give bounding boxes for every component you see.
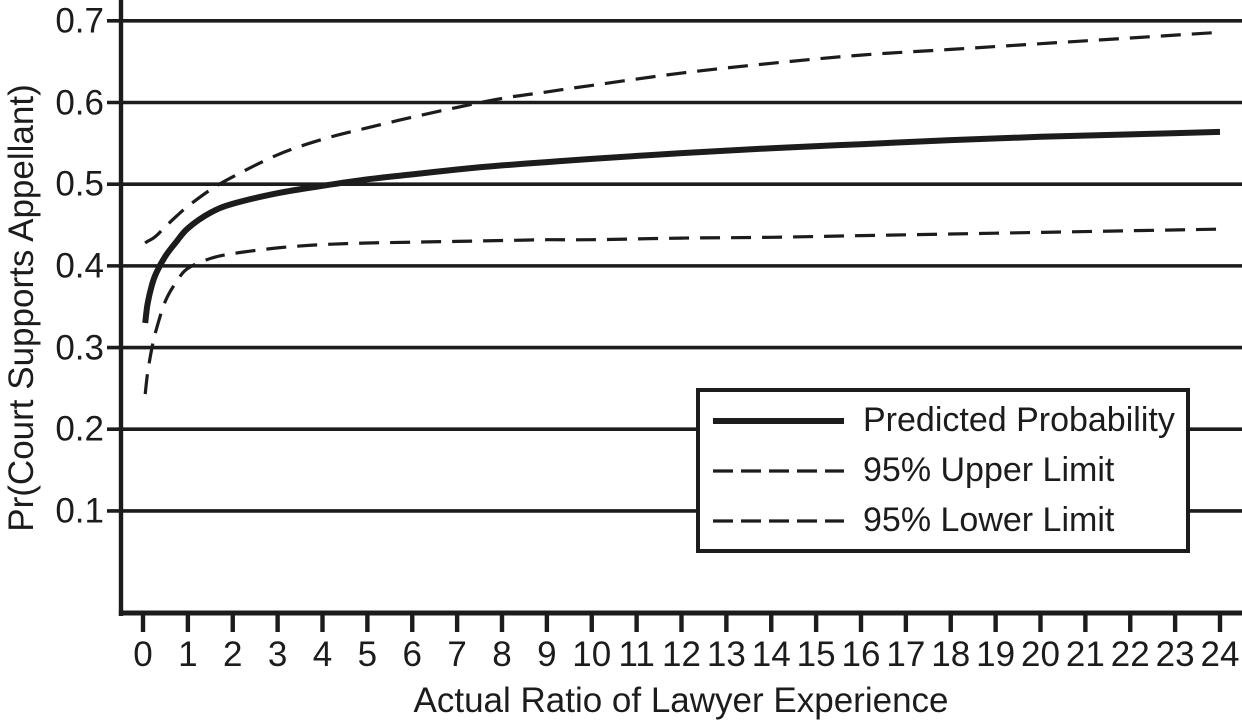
y-tick-label: 0.5 (55, 164, 104, 204)
x-tick-label: 12 (662, 635, 701, 674)
y-tick-label: 0.6 (55, 83, 104, 122)
y-tick-label: 0.3 (55, 328, 104, 368)
legend-label-upper-limit: 95% Upper Limit (863, 451, 1115, 489)
x-tick-label: 0 (133, 635, 153, 674)
legend: Predicted Probability 95% Upper Limit 95… (696, 388, 1190, 553)
x-tick-label: 10 (572, 635, 612, 674)
y-tick-label: 0.2 (55, 409, 104, 449)
x-axis-title: Actual Ratio of Lawyer Experience (413, 681, 949, 720)
legend-row-upper-limit: 95% Upper Limit (700, 446, 1186, 496)
x-tick-label: 24 (1200, 635, 1240, 674)
predicted-probability-curve (142, 128, 1221, 324)
x-tick-label: 18 (931, 635, 971, 674)
legend-row-lower-limit: 95% Lower Limit (700, 496, 1186, 546)
legend-label-predicted: Predicted Probability (863, 401, 1175, 439)
y-tick-label: 0.1 (55, 491, 104, 531)
x-tick-label: 23 (1155, 635, 1195, 674)
x-tick-label: 16 (841, 635, 881, 674)
lower-95-limit-curve (143, 227, 1221, 395)
x-tick-label: 5 (357, 635, 378, 674)
x-tick-label: 15 (796, 635, 836, 674)
upper-95-limit-curve (144, 30, 1221, 245)
x-tick-label: 17 (886, 635, 926, 674)
y-tick-label: 0.4 (55, 246, 104, 286)
x-tick-label: 4 (312, 635, 333, 674)
dashed-line-sample-icon (713, 468, 844, 473)
legend-label-lower-limit: 95% Lower Limit (863, 501, 1115, 539)
x-tick-label: 14 (751, 635, 791, 674)
legend-row-predicted: Predicted Probability (700, 396, 1186, 446)
x-tick-label: 21 (1065, 635, 1105, 674)
y-tick-label: 0.7 (55, 1, 104, 41)
x-tick-label: 11 (618, 635, 655, 674)
x-tick-label: 3 (267, 635, 288, 674)
x-tick-label: 19 (976, 635, 1016, 674)
x-tick-label: 20 (1021, 635, 1060, 674)
dashed-line-sample-icon (713, 518, 844, 523)
x-tick-label: 13 (706, 635, 746, 674)
x-tick-label: 2 (223, 635, 243, 674)
x-tick-label: 22 (1110, 635, 1150, 674)
y-axis-title: Pr(Court Supports Appellant) (2, 84, 41, 532)
x-tick-label: 8 (492, 635, 512, 674)
x-tick-label: 6 (402, 635, 422, 674)
x-tick-label: 1 (178, 635, 198, 674)
x-tick-label: 9 (537, 635, 557, 674)
solid-line-sample-icon (713, 417, 844, 424)
x-tick-label: 7 (447, 635, 467, 674)
